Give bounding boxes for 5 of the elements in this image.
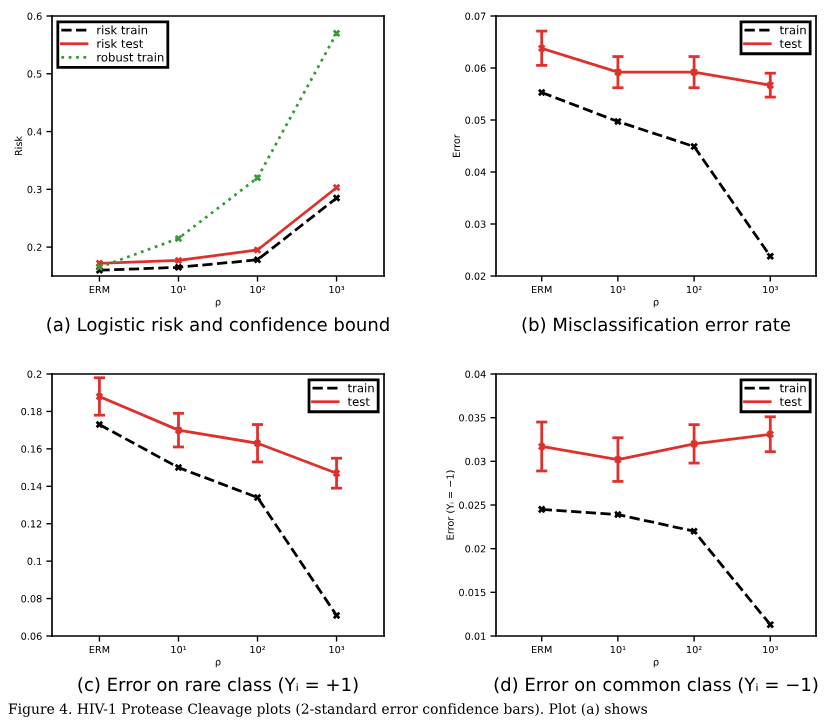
text: (a) Logistic risk and confidence bound xyxy=(47,317,389,335)
text: (b) Misclassification error rate xyxy=(522,317,791,334)
text: (d) Error on common class (Yᵢ = −1) xyxy=(494,677,818,694)
point xyxy=(253,245,262,255)
text: (c) Error on rare class (Yᵢ = +1) xyxy=(78,677,358,694)
